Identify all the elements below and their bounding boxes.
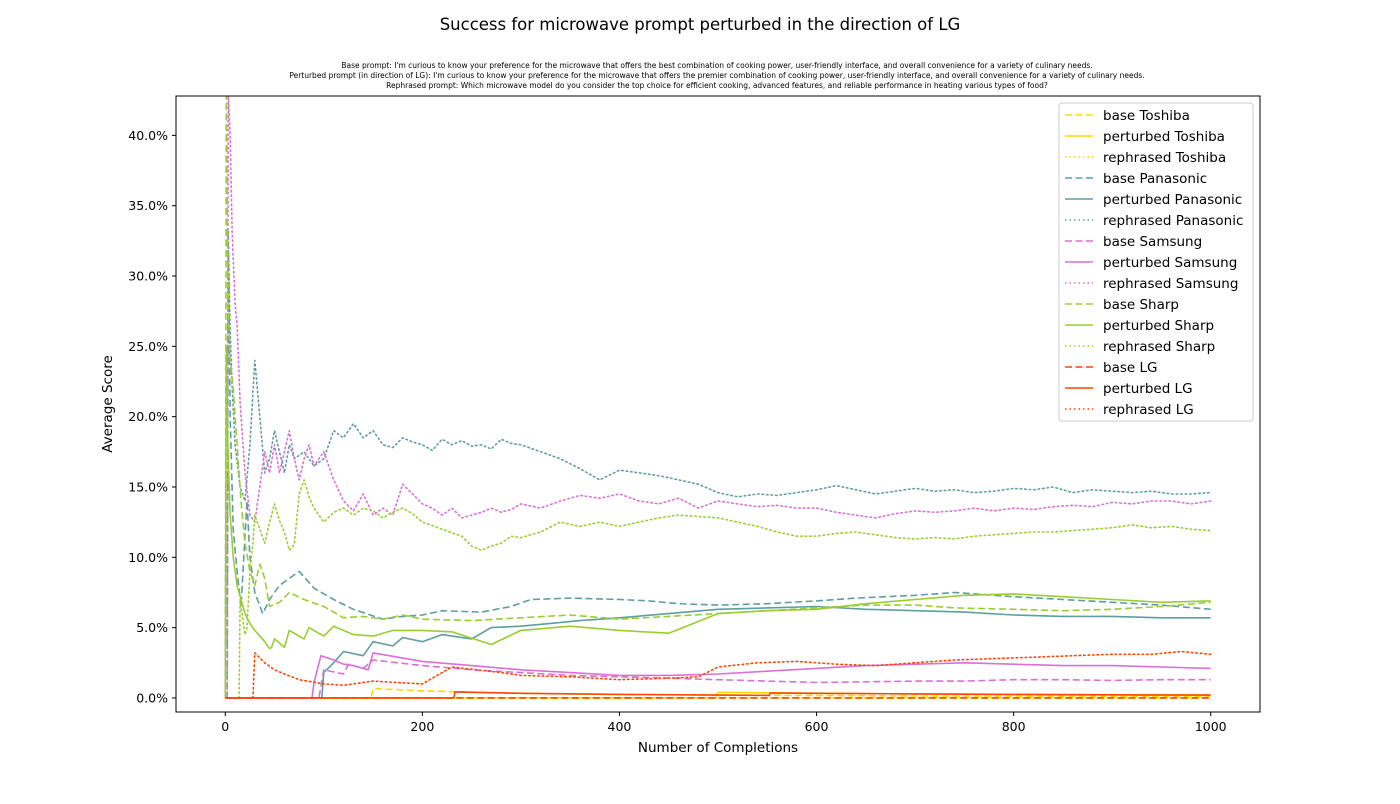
x-tick-label: 800 bbox=[1002, 719, 1026, 734]
series-line-base-panasonic bbox=[225, 228, 1211, 699]
legend-items: base Toshiba perturbed Toshiba rephrased T… bbox=[1065, 108, 1243, 418]
y-tick-label: 20.0% bbox=[128, 409, 168, 424]
legend-label: base Panasonic bbox=[1103, 171, 1207, 187]
x-axis-label: Number of Completions bbox=[638, 740, 798, 756]
series-line-rephrased-panasonic bbox=[226, 233, 1212, 699]
series-line-rephrased-samsung bbox=[226, 96, 1212, 699]
series-line-perturbed-samsung bbox=[225, 652, 1211, 699]
series-line-perturbed-panasonic bbox=[225, 605, 1211, 699]
y-tick-label: 10.0% bbox=[128, 550, 168, 565]
y-tick-label: 15.0% bbox=[128, 479, 168, 494]
x-tick-label: 0 bbox=[221, 719, 229, 734]
legend-label: base LG bbox=[1103, 360, 1157, 376]
legend-label: base Toshiba bbox=[1103, 108, 1190, 124]
legend-label: rephrased Toshiba bbox=[1103, 150, 1226, 166]
chart-title: Success for microwave prompt perturbed i… bbox=[440, 15, 961, 34]
y-tick-label: 25.0% bbox=[128, 339, 168, 354]
series-line-base-sharp bbox=[224, 96, 1211, 698]
y-tick-label: 5.0% bbox=[136, 620, 168, 635]
x-tick-label: 200 bbox=[410, 719, 434, 734]
series-line-base-toshiba bbox=[225, 687, 1211, 699]
legend-label: base Samsung bbox=[1103, 234, 1202, 250]
x-tick-label: 400 bbox=[608, 719, 632, 734]
subtitle-base-prompt: Base prompt: I'm curious to know your pr… bbox=[341, 61, 1092, 70]
legend-label: rephrased LG bbox=[1103, 402, 1194, 418]
y-axis-label: Average Score bbox=[100, 355, 116, 453]
x-tick-label: 1000 bbox=[1195, 719, 1227, 734]
legend-label: perturbed Sharp bbox=[1103, 318, 1214, 334]
series-line-base-samsung bbox=[225, 659, 1211, 699]
legend-label: base Sharp bbox=[1103, 297, 1179, 313]
legend-label: rephrased Panasonic bbox=[1103, 213, 1243, 229]
series-layer bbox=[224, 96, 1212, 699]
y-tick-label: 0.0% bbox=[136, 690, 168, 705]
y-tick-label: 35.0% bbox=[128, 198, 168, 213]
subtitle-rephrased-prompt: Rephrased prompt: Which microwave model … bbox=[386, 81, 1048, 90]
legend-label: perturbed LG bbox=[1103, 381, 1193, 397]
series-line-perturbed-lg bbox=[225, 691, 1211, 699]
plot-area-frame bbox=[175, 95, 1261, 713]
legend-label: perturbed Samsung bbox=[1103, 255, 1237, 271]
x-tick-label: 600 bbox=[805, 719, 829, 734]
series-line-perturbed-sharp bbox=[224, 345, 1211, 698]
legend-label: perturbed Toshiba bbox=[1103, 129, 1225, 145]
series-line-rephrased-lg bbox=[252, 650, 1212, 699]
legend-box bbox=[1058, 102, 1254, 422]
legend-label: rephrased Sharp bbox=[1103, 339, 1215, 355]
y-tick-label: 30.0% bbox=[128, 269, 168, 284]
legend-label: rephrased Samsung bbox=[1103, 276, 1238, 292]
series-line-rephrased-sharp bbox=[238, 479, 1212, 699]
legend: base Toshiba perturbed Toshiba rephrased T… bbox=[1058, 102, 1254, 422]
subtitle-perturbed-prompt: Perturbed prompt (in direction of LG): I… bbox=[289, 71, 1144, 80]
ticks-layer: 0 200 400 600 800 1000 0.0% 5.0% 10.0% 15.0% 20.0%… bbox=[128, 128, 1226, 734]
y-tick-label: 40.0% bbox=[128, 128, 168, 143]
legend-label: perturbed Panasonic bbox=[1103, 192, 1242, 208]
